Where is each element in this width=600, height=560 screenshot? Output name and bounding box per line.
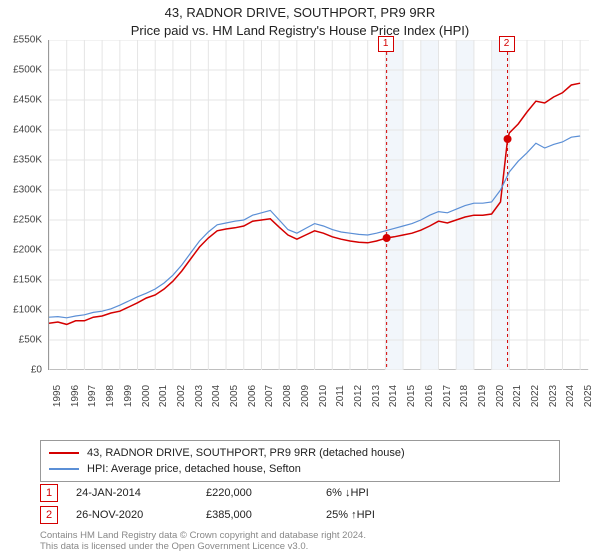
x-tick-label: 2022	[530, 385, 541, 407]
sale-row-2: 2 26-NOV-2020 £385,000 25%HPI	[40, 506, 560, 524]
up-arrow-icon	[348, 509, 357, 521]
x-tick-label: 2010	[318, 385, 329, 407]
x-tick-label: 2021	[512, 385, 523, 407]
legend-swatch-blue	[49, 468, 79, 470]
chart-title: 43, RADNOR DRIVE, SOUTHPORT, PR9 9RR Pri…	[0, 0, 600, 39]
x-tick-label: 2001	[158, 385, 169, 407]
plot-wrap: £0 £50K £100K £150K £200K £250K £300K £350K £400…	[0, 40, 600, 390]
y-tick-label: £150K	[0, 275, 42, 286]
legend-item-blue: HPI: Average price, detached house, Seft…	[49, 461, 551, 477]
x-tick-label: 2000	[141, 385, 152, 407]
plot-svg	[49, 40, 589, 370]
footer-line-1: Contains HM Land Registry data © Crown c…	[40, 530, 560, 541]
x-tick-label: 2016	[424, 385, 435, 407]
sale-marker-box: 1	[378, 36, 394, 52]
x-tick-label: 2012	[353, 385, 364, 407]
legend-label-red: 43, RADNOR DRIVE, SOUTHPORT, PR9 9RR (de…	[87, 447, 405, 459]
x-tick-label: 2025	[583, 385, 594, 407]
x-tick-label: 2004	[211, 385, 222, 407]
x-tick-label: 2014	[388, 385, 399, 407]
x-tick-label: 2020	[495, 385, 506, 407]
x-tick-label: 1995	[52, 385, 63, 407]
x-tick-label: 1998	[105, 385, 116, 407]
x-tick-label: 2019	[477, 385, 488, 407]
y-tick-label: £250K	[0, 215, 42, 226]
legend-item-red: 43, RADNOR DRIVE, SOUTHPORT, PR9 9RR (de…	[49, 445, 551, 461]
x-tick-label: 2024	[565, 385, 576, 407]
sale-price-1: £220,000	[206, 487, 326, 499]
sale-marker-box: 2	[499, 36, 515, 52]
sale-vs-hpi-2: 25%HPI	[326, 509, 375, 521]
sale-date-2: 26-NOV-2020	[76, 509, 206, 521]
y-tick-label: £200K	[0, 245, 42, 256]
sale-marker-1: 1	[40, 484, 58, 502]
legend-swatch-red	[49, 452, 79, 454]
x-tick-label: 2006	[247, 385, 258, 407]
sale-price-2: £385,000	[206, 509, 326, 521]
x-tick-label: 2003	[194, 385, 205, 407]
legend-box: 43, RADNOR DRIVE, SOUTHPORT, PR9 9RR (de…	[40, 440, 560, 482]
x-tick-label: 2018	[459, 385, 470, 407]
x-tick-label: 1997	[87, 385, 98, 407]
y-tick-label: £500K	[0, 65, 42, 76]
y-tick-label: £0	[0, 365, 42, 376]
sale-vs-hpi-1: 6%HPI	[326, 487, 369, 499]
footer-attribution: Contains HM Land Registry data © Crown c…	[40, 530, 560, 553]
sale-row-1: 1 24-JAN-2014 £220,000 6%HPI	[40, 484, 560, 502]
x-tick-label: 2007	[264, 385, 275, 407]
y-tick-label: £550K	[0, 35, 42, 46]
sale-marker-2: 2	[40, 506, 58, 524]
y-tick-label: £350K	[0, 155, 42, 166]
y-tick-label: £50K	[0, 335, 42, 346]
y-tick-label: £450K	[0, 95, 42, 106]
x-tick-label: 1996	[70, 385, 81, 407]
x-tick-label: 2017	[442, 385, 453, 407]
x-axis-labels: 1995199619971998199920002001200220032004…	[0, 396, 600, 436]
title-line-1: 43, RADNOR DRIVE, SOUTHPORT, PR9 9RR	[0, 4, 600, 22]
x-tick-label: 2015	[406, 385, 417, 407]
x-tick-label: 2008	[282, 385, 293, 407]
x-tick-label: 2011	[335, 385, 346, 407]
plot-area	[48, 40, 588, 370]
x-tick-label: 2002	[176, 385, 187, 407]
footer-line-2: This data is licensed under the Open Gov…	[40, 541, 560, 552]
legend-label-blue: HPI: Average price, detached house, Seft…	[87, 463, 301, 475]
x-tick-label: 2023	[548, 385, 559, 407]
sale-date-1: 24-JAN-2014	[76, 487, 206, 499]
y-tick-label: £100K	[0, 305, 42, 316]
y-tick-label: £300K	[0, 185, 42, 196]
x-tick-label: 1999	[123, 385, 134, 407]
chart-container: 43, RADNOR DRIVE, SOUTHPORT, PR9 9RR Pri…	[0, 0, 600, 560]
x-tick-label: 2005	[229, 385, 240, 407]
y-tick-label: £400K	[0, 125, 42, 136]
x-tick-label: 2009	[300, 385, 311, 407]
x-tick-label: 2013	[371, 385, 382, 407]
